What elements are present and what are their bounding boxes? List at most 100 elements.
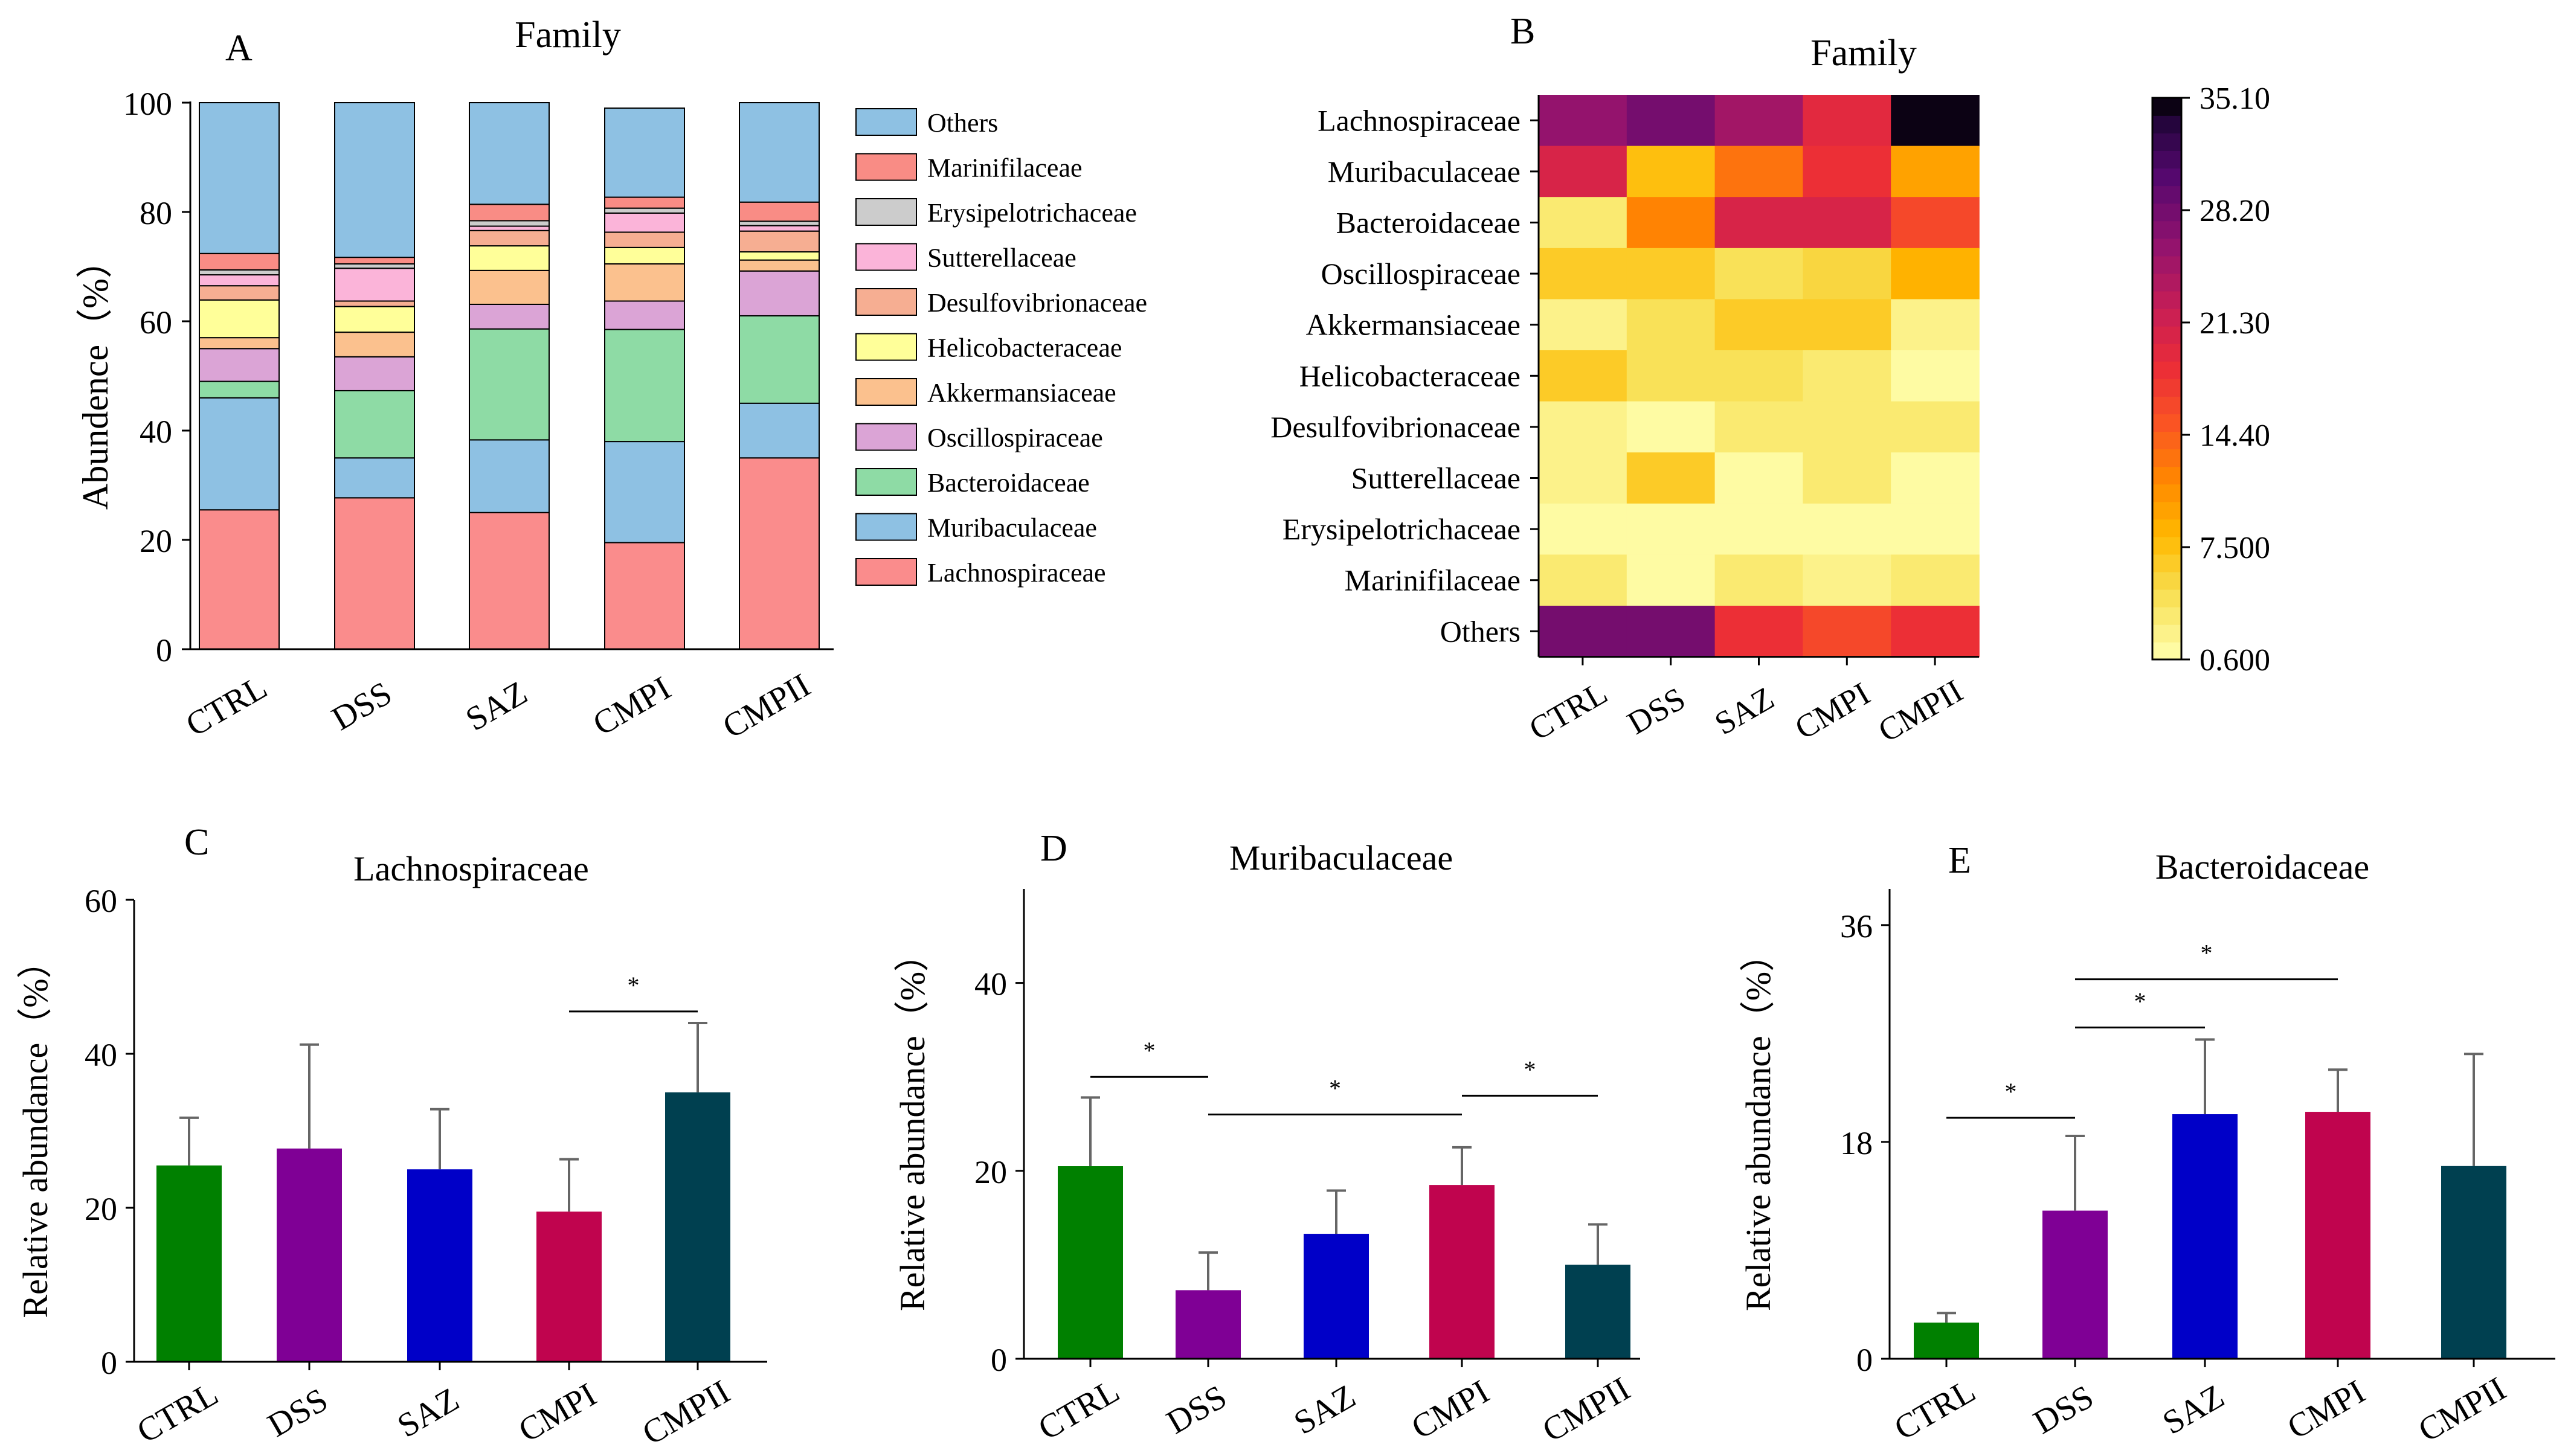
panel-a-legend-label-muribaculaceae: Muribaculaceae [927, 513, 1097, 543]
panel-b-x-tick-label: DSS [1621, 680, 1691, 741]
panel-b-colorbar-segment [2152, 220, 2181, 239]
panel-b-heatmap-cell-marinifilaceae-ctrl [1539, 554, 1627, 606]
panel-c-y-tick-label: 60 [85, 883, 117, 919]
panel-a-bar-segment-others-cmpii [739, 102, 820, 203]
panel-a-bar-segment-akkermansiaceae-saz [469, 269, 550, 305]
panel-a-legend-swatch-oscillospiraceae [855, 423, 917, 451]
panel-a-legend-swatch-akkermansiaceae [855, 378, 917, 406]
panel-a-bar-segment-helicobacteraceae-cmpi [604, 246, 685, 265]
panel-a-x-tick-label: CMPI [587, 669, 677, 743]
panel-a-bar-segment-bacteroidaceae-saz [469, 328, 550, 441]
panel-b-colorbar-segment [2152, 641, 2181, 660]
panel-d-significance-label: * [1524, 1056, 1536, 1083]
panel-d-x-tick-label: CMPII [1536, 1370, 1636, 1449]
panel-a-title: Family [515, 14, 621, 56]
panel-d-y-axis-label: Relative abundance（%） [893, 937, 932, 1311]
panel-a-y-tick-label: 20 [140, 523, 172, 559]
panel-b-x-tick-label: CMPI [1789, 675, 1876, 746]
panel-c-y-tick-label: 40 [85, 1037, 117, 1073]
panel-a-legend-swatch-helicobacteraceae [855, 333, 917, 361]
panel-a-bar-segment-lachnospiraceae-ctrl [199, 509, 280, 650]
panel-b-colorbar-segment [2152, 396, 2181, 414]
panel-b-colorbar-segment [2152, 606, 2181, 625]
panel-b-x-tick-label: CTRL [1523, 675, 1614, 748]
panel-c-x-tick-label: CTRL [131, 1375, 225, 1451]
panel-b-letter: B [1510, 11, 1535, 52]
panel-a-bar-segment-muribaculaceae-ctrl [199, 397, 280, 511]
panel-b-colorbar-segment [2152, 536, 2181, 555]
panel-d-letter: D [1040, 828, 1067, 869]
panel-b-heatmap-cell-muribaculaceae-saz [1714, 146, 1804, 197]
panel-a-legend-label-others: Others [927, 108, 998, 138]
panel-e-bar-ctrl [1914, 1323, 1979, 1359]
panel-b-heatmap-cell-helicobacteraceae-saz [1714, 350, 1804, 402]
panel-b-colorbar-frame [2151, 97, 2183, 661]
panel-b-colorbar-tick-label: 28.20 [2200, 194, 2270, 228]
panel-b-heatmap-cell-desulfovibrionaceae-ctrl [1539, 401, 1627, 453]
panel-e-letter: E [1948, 840, 1971, 881]
panel-b-heatmap-cell-lachnospiraceae-saz [1714, 95, 1804, 147]
panel-e-bar-saz [2172, 1114, 2238, 1359]
panel-b-y-tick-label-lachnospiraceae: Lachnospiraceae [1318, 103, 1521, 137]
panel-b-colorbar-segment [2152, 133, 2181, 151]
panel-b-colorbar-segment [2152, 414, 2181, 432]
panel-a-bar-segment-lachnospiraceae-cmpii [739, 457, 820, 650]
panel-e-y-tick-label: 0 [1856, 1342, 1873, 1378]
panel-c-bar-saz [407, 1169, 472, 1362]
panel-a-stacked-bar-chart: A Family 0 20 40 60 80 100 Abundence（%） CTRL DSS… [76, 14, 1147, 746]
panel-a-bar-segment-bacteroidaceae-cmpii [739, 315, 820, 404]
panel-b-x-tick-label: SAZ [1708, 680, 1780, 742]
panel-b-heatmap-cell-bacteroidaceae-ctrl [1539, 197, 1627, 249]
panel-e-bar-cmpi [2305, 1112, 2370, 1359]
panel-b-heatmap-cell-akkermansiaceae-cmpi [1803, 299, 1891, 351]
panel-b-heatmap-cell-desulfovibrionaceae-saz [1714, 401, 1804, 453]
panel-b-heatmap-cell-marinifilaceae-cmpi [1803, 554, 1891, 606]
panel-a-legend-label-akkermansiaceae: Akkermansiaceae [927, 378, 1116, 408]
panel-d-x-tick-label: CTRL [1032, 1372, 1126, 1448]
panel-b-heatmap-cell-oscillospiraceae-cmpii [1891, 248, 1980, 300]
panel-c-bar-cmpi [536, 1211, 602, 1362]
panel-c-y-tick-label: 0 [101, 1345, 117, 1381]
panel-e-significance-label: * [2201, 940, 2213, 967]
panel-b-heatmap-cell-akkermansiaceae-dss [1626, 299, 1716, 351]
panel-d-x-tick-label: DSS [1160, 1378, 1233, 1442]
panel-d-bar-saz [1304, 1234, 1369, 1359]
panel-a-bar-segment-erysipelotrichaceae-cmpi [604, 207, 685, 214]
panel-e-title: Bacteroidaceae [2155, 847, 2369, 887]
panel-a-bar-segment-oscillospiraceae-dss [334, 356, 415, 391]
panel-b-heatmap-cell-bacteroidaceae-cmpii [1891, 197, 1980, 249]
panel-a-bar-segment-muribaculaceae-dss [334, 457, 415, 499]
panel-b-colorbar-segment [2152, 290, 2181, 309]
panel-a-bar-segment-sutterellaceae-cmpii [739, 225, 820, 232]
panel-b-y-tick-label-akkermansiaceae: Akkermansiaceae [1306, 308, 1521, 342]
panel-b-heatmap-cell-lachnospiraceae-ctrl [1539, 95, 1627, 147]
panel-b-heatmap-cell-oscillospiraceae-cmpi [1803, 248, 1891, 300]
panel-e-y-tick-label: 36 [1840, 908, 1873, 944]
panel-a-bar-segment-oscillospiraceae-ctrl [199, 348, 280, 382]
panel-b-colorbar-segment [2152, 519, 2181, 537]
panel-b-y-tick-label-oscillospiraceae: Oscillospiraceae [1321, 257, 1521, 290]
panel-b-y-tick-label-muribaculaceae: Muribaculaceae [1328, 155, 1521, 188]
panel-a-legend-label-sutterellaceae: Sutterellaceae [927, 243, 1076, 273]
panel-a-bar-segment-marinifilaceae-cmpi [604, 196, 685, 209]
panel-b-heatmap-cell-bacteroidaceae-saz [1714, 197, 1804, 249]
panel-b-colorbar-tick-label: 7.500 [2200, 531, 2270, 565]
panel-d-x-tick-label: CMPI [1405, 1373, 1496, 1446]
panel-c-x-tick-label: CMPI [512, 1376, 603, 1449]
panel-d-y-tick-label: 0 [991, 1342, 1007, 1378]
panel-a-bar-segment-helicobacteraceae-saz [469, 245, 550, 271]
panel-a-legend-swatch-bacteroidaceae [855, 468, 917, 496]
panel-b-heatmap-cell-lachnospiraceae-dss [1626, 95, 1716, 147]
panel-e-x-tick-label: SAZ [2157, 1377, 2231, 1442]
panel-a-legend-swatch-sutterellaceae [855, 243, 917, 271]
panel-b-heatmap-cell-others-dss [1626, 606, 1716, 658]
panel-b-heatmap-cell-muribaculaceae-cmpii [1891, 146, 1980, 197]
panel-b-heatmap-cell-muribaculaceae-ctrl [1539, 146, 1627, 197]
panel-b-heatmap-cell-others-saz [1714, 606, 1804, 658]
panel-b-colorbar-segment [2152, 431, 2181, 450]
panel-b-heatmap-cell-helicobacteraceae-cmpii [1891, 350, 1980, 402]
panel-d-bar-cmpii [1565, 1265, 1630, 1359]
panel-c-y-axis-label: Relative abundance（%） [16, 943, 55, 1318]
panel-c-title: Lachnospiraceae [353, 849, 589, 888]
